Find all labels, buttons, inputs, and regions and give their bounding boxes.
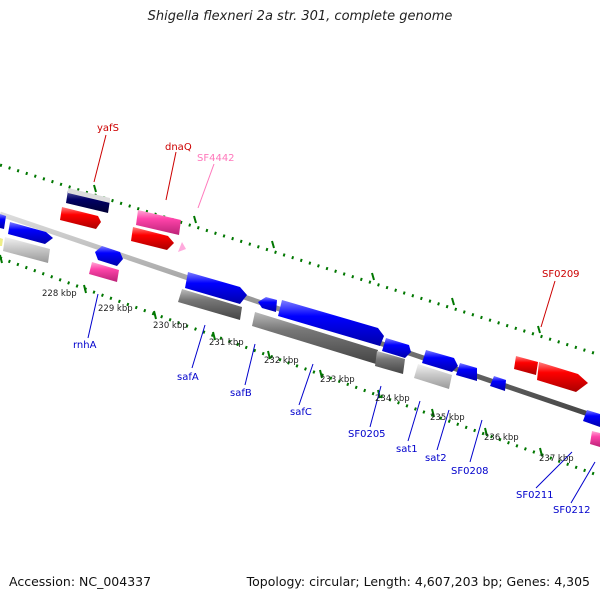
gene-sat2: [456, 363, 477, 381]
label-sf0208: SF0208: [451, 466, 489, 477]
label-dnaq: dnaQ: [165, 142, 192, 153]
label-sf0211: SF0211: [516, 490, 554, 501]
scale-label-230: 230 kbp: [153, 321, 188, 331]
label-sf4442: SF4442: [197, 153, 235, 164]
gene-safa: [185, 272, 247, 304]
gene-sat1: [422, 350, 458, 372]
label-sat1: sat1: [396, 444, 418, 455]
gene-dnaq: [131, 227, 174, 250]
scale-label-232: 232 kbp: [264, 356, 299, 366]
gene-dnaq-pink: [136, 210, 181, 235]
label-sf0205: SF0205: [348, 429, 386, 440]
label-safa: safA: [177, 372, 199, 383]
gene-yafs: [60, 207, 101, 229]
label-yafs: yafS: [97, 123, 119, 134]
gene-sf4442: [178, 242, 186, 252]
scale-label-229: 229 kbp: [98, 304, 133, 314]
gene-sf0205: [382, 338, 411, 358]
leader-lines: [87, 134, 596, 504]
scale-label-233: 233 kbp: [320, 375, 355, 385]
label-sf0209: SF0209: [542, 269, 580, 280]
page-title: Shigella flexneri 2a str. 301, complete …: [147, 9, 453, 24]
gene-sf0205-gray: [375, 351, 405, 374]
label-safc: safC: [290, 407, 312, 418]
inner-scale-ring: [0, 256, 600, 478]
gene-sat1-lightgray: [414, 364, 452, 389]
reverse-features: [0, 214, 600, 447]
gene-rnha: [89, 262, 119, 282]
gene-safa-gray: [178, 289, 242, 320]
gene-safc: [278, 300, 384, 346]
gene-yafs-lightgray: [68, 188, 110, 203]
gene-sf0209: [537, 362, 588, 392]
label-sf0212: SF0212: [553, 505, 591, 516]
outer-ring-ticks: [93, 184, 541, 334]
summary-footer: Topology: circular; Length: 4,607,203 bp…: [246, 574, 590, 589]
label-safb: safB: [230, 388, 252, 399]
gene-sf0209-a: [514, 356, 538, 375]
scale-label-235: 235 kbp: [430, 413, 465, 423]
gene-blue-left-2: [8, 222, 53, 244]
scale-label-234: 234 kbp: [375, 394, 410, 404]
label-sat2: sat2: [425, 453, 447, 464]
gene-navy-stack: [66, 190, 110, 213]
accession-footer: Accession: NC_004337: [9, 574, 152, 589]
gene-sf0208: [490, 376, 506, 391]
gene-safb-gray: [252, 312, 378, 364]
gene-lightgray-left: [3, 237, 50, 263]
label-rnha: rnhA: [73, 340, 97, 351]
gene-sf0211: [583, 410, 600, 427]
scale-label-228: 228 kbp: [42, 289, 77, 299]
gene-safb: [258, 297, 277, 312]
inner-ring-ticks: [0, 254, 543, 457]
gene-sf0212: [590, 431, 600, 447]
gene-rnha-blue: [95, 246, 123, 266]
scale-label-237: 237 kbp: [539, 454, 574, 464]
scale-label-231: 231 kbp: [209, 338, 244, 348]
scale-label-236: 236 kbp: [484, 433, 519, 443]
forward-features: [60, 188, 588, 392]
gene-blue-left: [0, 214, 6, 229]
gene-yellow-left: [0, 238, 3, 246]
